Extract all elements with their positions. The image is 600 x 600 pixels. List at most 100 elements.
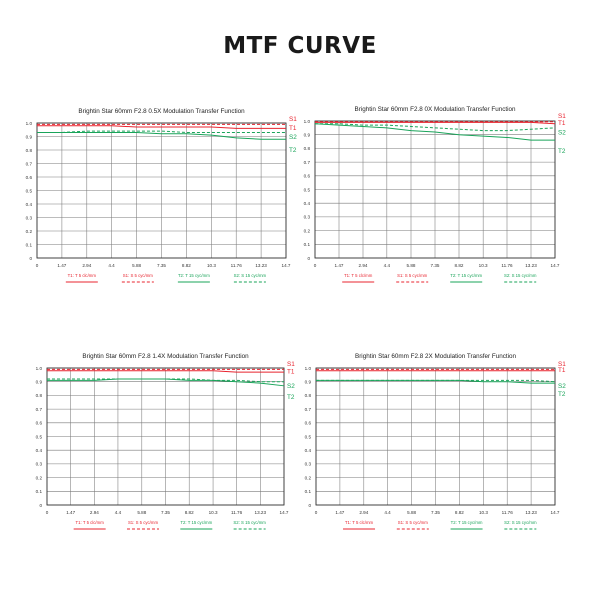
grid (315, 367, 556, 506)
series-line-t1 (47, 370, 284, 373)
data-point-s1 (363, 369, 364, 370)
x-tick-label: 1.47 (57, 263, 66, 268)
y-tick-label: 1.0 (26, 121, 33, 126)
x-tick-label: 0 (46, 510, 49, 515)
legend-label: S2: S 15 cyc/mm (504, 520, 537, 525)
legend-label: S1: S 5 cyc/mm (398, 520, 429, 525)
data-point-t1 (459, 370, 460, 371)
x-tick-label: 11.76 (502, 510, 514, 515)
data-point-t2 (363, 380, 364, 381)
plot-frame (46, 367, 285, 506)
y-tick-label: 0.9 (26, 134, 33, 139)
data-point-t1 (363, 370, 364, 371)
data-point-t2 (339, 380, 340, 381)
y-tick-label: 0 (308, 503, 311, 508)
data-point-t1 (554, 370, 555, 371)
series-end-label: S2 (289, 134, 297, 141)
x-tick-label: 2.94 (90, 510, 99, 515)
series-line-t2 (316, 379, 555, 384)
series-end-label: T1 (287, 369, 295, 376)
y-tick-label: 0.7 (304, 160, 311, 165)
series-line-t2 (314, 123, 555, 141)
y-tick-label: 0.8 (305, 393, 312, 398)
data-point-t1 (315, 370, 316, 371)
x-tick-label: 1.47 (335, 510, 344, 515)
series-line-s2 (315, 123, 556, 132)
series-end-label: S2 (287, 383, 295, 390)
series-line-t2 (47, 378, 285, 387)
data-point-t2 (387, 380, 388, 381)
data-point-s1 (411, 369, 412, 370)
legend-label: S2: S 15 cyc/mm (504, 273, 537, 278)
data-point-t2 (411, 380, 412, 381)
x-tick-label: 8.82 (455, 510, 464, 515)
chart-title: Brightin Star 60mm F2.8 2X Modulation Tr… (355, 353, 516, 360)
y-tick-label: 0.8 (304, 146, 311, 151)
x-tick-label: 7.35 (431, 510, 440, 515)
y-tick-label: 0.7 (36, 407, 43, 412)
data-point-s1 (339, 369, 340, 370)
y-tick-label: 0.4 (304, 201, 311, 206)
x-tick-label: 4.4 (384, 510, 391, 515)
data-point-s1 (315, 369, 316, 370)
x-tick-label: 5.88 (407, 263, 416, 268)
data-point-t2 (459, 380, 460, 381)
legend-label: T1: T 5 clc/mm (345, 520, 374, 525)
legend-label: T2: T 15 cyc/mm (178, 273, 210, 278)
y-tick-label: 0.9 (304, 133, 311, 138)
series-end-label: S2 (558, 129, 566, 136)
x-tick-label: 13.23 (525, 263, 537, 268)
y-tick-label: 1.0 (36, 366, 43, 371)
data-point-s1 (435, 369, 436, 370)
data-point-t2 (507, 381, 508, 382)
y-tick-label: 1.0 (305, 366, 312, 371)
data-point-s2 (483, 380, 484, 381)
legend-label: S1: S 5 cyc/mm (123, 273, 154, 278)
y-tick-label: 0.9 (36, 380, 43, 385)
y-tick-label: 0 (39, 503, 42, 508)
data-point-s1 (483, 369, 484, 370)
y-tick-label: 0.3 (305, 462, 312, 467)
y-tick-label: 0.7 (26, 161, 33, 166)
x-tick-label: 14.7 (551, 263, 560, 268)
x-tick-label: 1.47 (66, 510, 75, 515)
x-tick-label: 2.94 (82, 263, 91, 268)
data-point-s1 (531, 369, 532, 370)
y-tick-label: 0.5 (26, 188, 33, 193)
y-tick-label: 0.2 (304, 228, 311, 233)
series-end-label: T1 (558, 120, 566, 127)
y-tick-label: 0.8 (26, 148, 33, 153)
y-tick-label: 0.5 (304, 187, 311, 192)
y-tick-label: 0 (307, 256, 310, 261)
x-tick-label: 13.23 (255, 510, 267, 515)
x-tick-label: 0 (314, 263, 317, 268)
y-tick-label: 0.4 (305, 448, 312, 453)
data-point-t1 (507, 370, 508, 371)
legend-label: T2: T 15 cyc/mm (450, 273, 482, 278)
x-tick-label: 5.88 (137, 510, 146, 515)
y-tick-label: 0.1 (36, 489, 43, 494)
x-tick-label: 10.3 (479, 263, 488, 268)
x-tick-label: 0 (315, 510, 318, 515)
y-tick-label: 0.4 (26, 202, 33, 207)
x-tick-label: 7.35 (161, 510, 170, 515)
series-end-label: S1 (558, 113, 566, 120)
legend-label: S1: S 5 cyc/mm (397, 273, 428, 278)
x-tick-label: 0 (36, 263, 39, 268)
y-tick-label: 0.4 (36, 448, 43, 453)
x-tick-label: 13.23 (255, 263, 267, 268)
x-tick-label: 8.82 (185, 510, 194, 515)
data-point-t1 (411, 370, 412, 371)
data-point-s2 (507, 380, 508, 381)
legend-label: S1: S 5 cyc/mm (128, 520, 159, 525)
x-tick-label: 14.7 (551, 510, 560, 515)
data-point-t2 (483, 381, 484, 382)
x-tick-label: 5.88 (407, 510, 416, 515)
y-tick-label: 0.3 (36, 462, 43, 467)
x-tick-label: 10.3 (209, 510, 218, 515)
data-point-t1 (339, 370, 340, 371)
data-point-s1 (554, 369, 555, 370)
data-point-t1 (531, 370, 532, 371)
chart-title: Brightin Star 60mm F2.8 0.5X Modulation … (78, 108, 245, 115)
